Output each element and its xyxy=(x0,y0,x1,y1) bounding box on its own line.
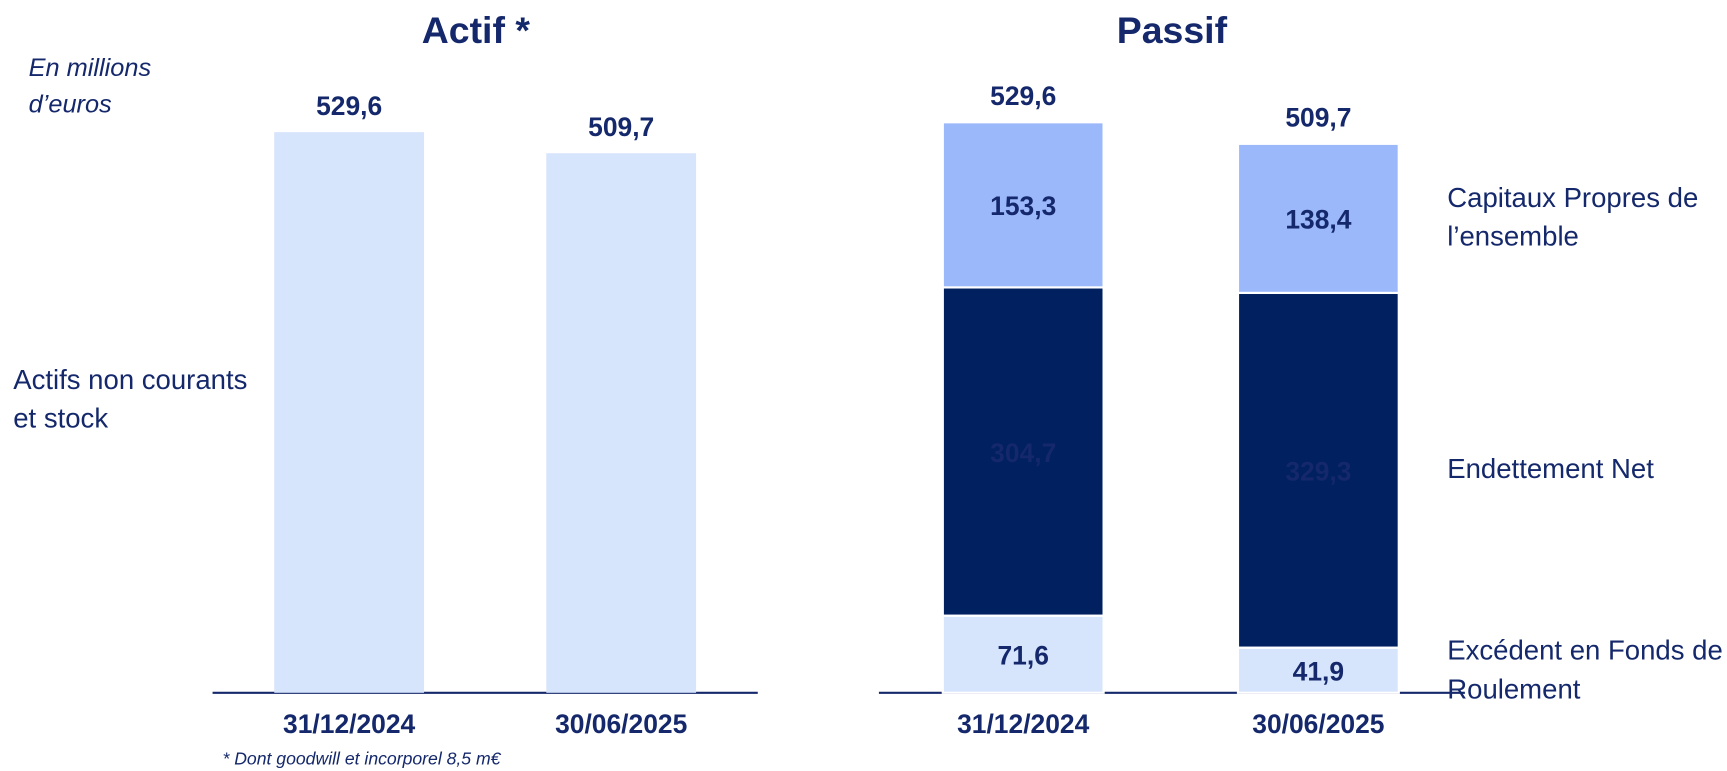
x-tick-label: 31/12/2024 xyxy=(283,709,416,739)
chart-title: Passif xyxy=(1117,9,1228,51)
value-label: 329,3 xyxy=(1285,457,1351,487)
total-label: 509,7 xyxy=(1285,103,1351,133)
value-label: 71,6 xyxy=(997,641,1048,671)
value-label: 529,6 xyxy=(316,91,382,121)
value-label: 304,7 xyxy=(990,438,1056,468)
bar-segment xyxy=(941,614,1105,694)
bar-segment xyxy=(1236,142,1400,295)
footnote: * Dont goodwill et incorporel 8,5 m€ xyxy=(222,749,501,769)
value-label: 509,7 xyxy=(588,112,654,142)
subtitle-text: En millions d’euros xyxy=(28,52,152,118)
legend-item: Capitaux Propres de l’ensemble xyxy=(1447,183,1699,253)
bar-segment xyxy=(1236,291,1400,649)
value-label: 138,4 xyxy=(1285,205,1351,235)
legend-item: Excédent en Fonds de Roulement xyxy=(1447,634,1723,705)
subtitle: En millions d’euros xyxy=(28,52,152,118)
bar xyxy=(546,153,697,693)
x-tick-label: 30/06/2025 xyxy=(555,709,687,739)
bar-segment xyxy=(941,121,1105,289)
legend-label: Excédent en Fonds de Roulement xyxy=(1447,634,1723,705)
x-tick-label: 30/06/2025 xyxy=(1252,709,1384,739)
chart-title: Actif * xyxy=(422,9,531,51)
annotation: Actifs non courants et stock xyxy=(13,364,248,434)
value-label: 41,9 xyxy=(1293,657,1344,687)
bar-segment xyxy=(1236,646,1400,694)
legend-item: Endettement Net xyxy=(1447,454,1654,486)
x-tick-label: 31/12/2024 xyxy=(957,709,1090,739)
legend-label: Endettement Net xyxy=(1447,454,1654,486)
total-label: 529,6 xyxy=(990,81,1056,111)
legend-label: Capitaux Propres de l’ensemble xyxy=(1447,183,1699,253)
annotation-text: Actifs non courants et stock xyxy=(13,364,248,434)
bar xyxy=(274,132,425,693)
value-label: 153,3 xyxy=(990,191,1056,221)
